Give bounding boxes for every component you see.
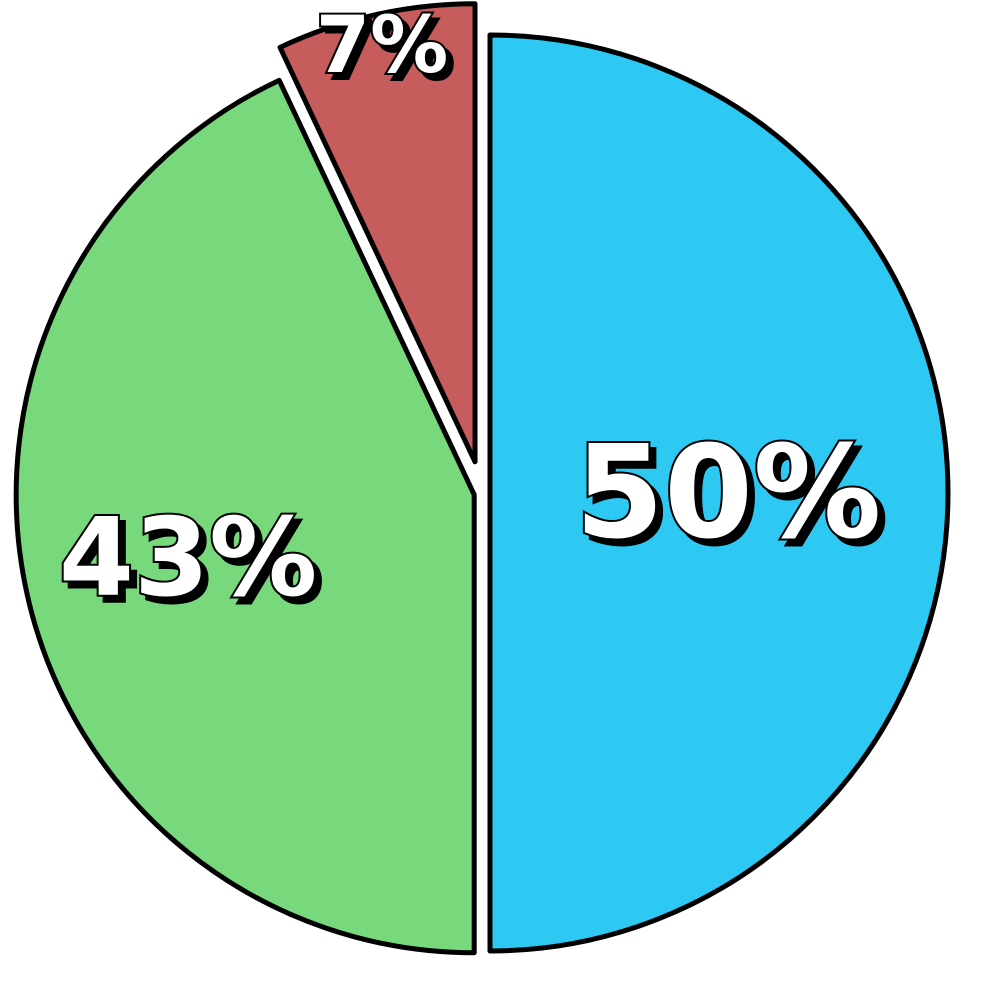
pie-slice-50-percent — [487, 32, 951, 954]
slice-label-shadow: 7% — [322, 7, 454, 97]
slices-layer — [13, 1, 951, 956]
slice-label-7-percent: 7% — [316, 1, 448, 91]
slice-label-50-percent: 50% — [575, 419, 881, 568]
labels-layer: 50%50% 43%43% 7%7% — [57, 0, 889, 629]
slice-label-43-percent: 43% — [59, 496, 318, 621]
pie-slice-43-percent — [13, 77, 477, 956]
slice-label-shadow: 43% — [65, 502, 324, 627]
pie-slice-7-percent — [277, 1, 478, 465]
slice-label-shadow: 50% — [581, 425, 887, 574]
